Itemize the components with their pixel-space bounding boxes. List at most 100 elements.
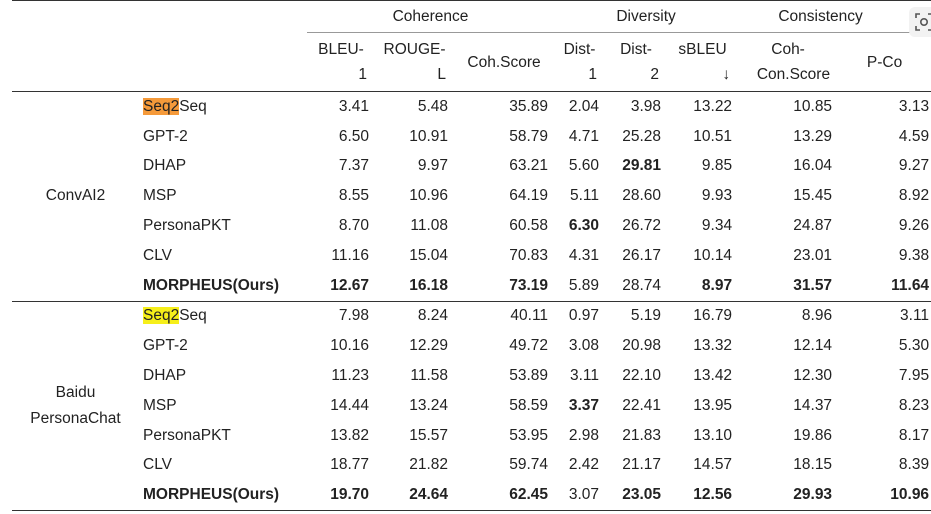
cell-dist-2: 22.10 xyxy=(622,367,662,385)
cell-coh-con-score: 23.01 xyxy=(793,246,833,264)
cell-bleu-1: 8.55 xyxy=(338,187,369,205)
dataset-label-line: PersonaChat xyxy=(30,409,121,427)
model-name-text: MSP xyxy=(143,187,177,205)
cell-rouge-l: 24.64 xyxy=(409,486,448,504)
header-column-row: BLEU- 1 ROUGE- L Coh.Score Dist- 1 Dist- 2 sBLEU ↓… xyxy=(12,33,931,92)
model-name: DHAP xyxy=(139,152,307,182)
group-consistency-label: Consistency xyxy=(778,7,863,25)
cell-sbleu: 14.57 xyxy=(693,456,733,474)
cell-coh-con-score: 16.04 xyxy=(793,157,833,175)
cell-coh-score: 49.72 xyxy=(509,337,549,355)
cell-coh-score: 58.59 xyxy=(509,396,549,414)
column-header-dist-1: Dist- 1 xyxy=(554,33,605,92)
cell-rouge-l: 15.04 xyxy=(409,246,448,264)
header-group-row: Coherence Diversity Consistency xyxy=(12,0,931,33)
cell-dist-2: 26.72 xyxy=(622,217,662,235)
cell-sbleu: 13.95 xyxy=(693,396,733,414)
cell-sbleu: 9.85 xyxy=(701,157,733,175)
model-name-text: GPT-2 xyxy=(143,337,188,355)
highlighted-text: Seq2 xyxy=(143,97,180,115)
table-row: ConvAI2 Seq2Seq 3.41 5.48 35.89 2.04 3.98 13.22… xyxy=(12,91,931,204)
table-row: CLV 18.77 21.82 59.74 2.42 21.17 14.57 18.15 8.3… xyxy=(12,451,931,481)
cell-p-co: 8.23 xyxy=(898,396,930,414)
dataset-label: ConvAI2 xyxy=(12,92,139,302)
cell-dist-2: 22.41 xyxy=(622,396,662,414)
column-header-line: 1 xyxy=(588,66,598,83)
column-header-dist-2: Dist- 2 xyxy=(605,33,667,92)
model-name: GPT-2 xyxy=(139,122,307,152)
cell-coh-con-score: 12.14 xyxy=(793,337,833,355)
model-name-text: PersonaPKT xyxy=(143,426,231,444)
column-header-line: ↓ xyxy=(722,66,731,83)
cell-p-co: 11.64 xyxy=(891,276,930,294)
cell-coh-score: 53.89 xyxy=(509,367,549,385)
model-name-text: MORPHEUS(Ours) xyxy=(143,486,280,504)
cell-bleu-1: 12.67 xyxy=(330,276,369,294)
cell-sbleu: 10.14 xyxy=(693,246,733,264)
cell-coh-con-score: 18.15 xyxy=(793,456,833,474)
cell-bleu-1: 11.23 xyxy=(331,367,369,385)
cell-sbleu: 12.56 xyxy=(693,486,733,504)
cell-coh-con-score: 15.45 xyxy=(793,187,833,205)
model-name: PersonaPKT xyxy=(139,421,307,451)
cell-dist-1: 5.60 xyxy=(568,157,600,175)
dataset-label-line: ConvAI2 xyxy=(45,187,106,205)
cell-rouge-l: 8.24 xyxy=(417,307,448,325)
cell-coh-score: 70.83 xyxy=(509,246,549,264)
column-header-line: Dist- xyxy=(563,41,596,58)
cell-rouge-l: 11.58 xyxy=(410,367,448,385)
column-header-line: Con.Score xyxy=(756,66,831,83)
cell-p-co: 3.11 xyxy=(900,307,930,325)
table-row: CLV 11.16 15.04 70.83 4.31 26.17 10.14 23.01 9.3… xyxy=(12,241,931,271)
cell-sbleu: 13.42 xyxy=(693,367,733,385)
cell-dist-2: 28.74 xyxy=(622,276,662,294)
model-name: DHAP xyxy=(139,361,307,391)
cell-sbleu: 8.97 xyxy=(701,276,733,294)
model-name-text: DHAP xyxy=(143,367,187,385)
column-header-line: Coh.Score xyxy=(467,53,541,71)
column-header-line: BLEU- xyxy=(318,41,364,58)
cell-bleu-1: 6.50 xyxy=(338,127,369,145)
cell-coh-con-score: 8.96 xyxy=(801,307,833,325)
results-table: Coherence Diversity Consistency BLEU- 1 RO… xyxy=(12,0,931,511)
column-header-coh-score: Coh.Score xyxy=(454,33,554,92)
cell-p-co: 9.26 xyxy=(898,217,930,235)
cell-rouge-l: 9.97 xyxy=(417,157,448,175)
group-diversity: Diversity xyxy=(554,0,739,33)
cell-coh-score: 64.19 xyxy=(509,187,549,205)
model-name: MORPHEUS(Ours) xyxy=(139,480,307,510)
cell-coh-con-score: 31.57 xyxy=(793,276,833,294)
header-blank xyxy=(12,33,139,92)
cell-dist-1: 3.11 xyxy=(570,367,600,385)
header-blank xyxy=(139,33,307,92)
cell-dist-1: 5.11 xyxy=(570,187,600,205)
column-header-line: 2 xyxy=(650,66,660,83)
cell-dist-2: 3.98 xyxy=(630,97,662,115)
cell-dist-2: 21.17 xyxy=(622,456,662,474)
model-name-text: MSP xyxy=(143,396,177,414)
model-name-text: Seq xyxy=(179,97,207,115)
column-header-line: ROUGE- xyxy=(383,41,446,58)
cell-coh-score: 60.58 xyxy=(509,217,549,235)
cell-dist-1: 3.08 xyxy=(568,337,600,355)
cell-p-co: 9.38 xyxy=(898,246,930,264)
cell-bleu-1: 11.16 xyxy=(331,246,369,264)
column-header-line: L xyxy=(437,66,446,83)
cell-dist-2: 5.19 xyxy=(630,307,662,325)
cell-coh-con-score: 12.30 xyxy=(793,367,833,385)
cell-rouge-l: 5.48 xyxy=(417,97,448,115)
cell-bleu-1: 8.70 xyxy=(338,217,369,235)
cell-p-co: 5.30 xyxy=(898,337,930,355)
cell-rouge-l: 11.08 xyxy=(410,217,448,235)
column-header-sbleu: sBLEU ↓ xyxy=(667,33,738,92)
cell-dist-2: 25.28 xyxy=(622,127,662,145)
results-table-container: Coherence Diversity Consistency BLEU- 1 RO… xyxy=(12,0,931,514)
cell-dist-2: 29.81 xyxy=(622,157,662,175)
model-name: MORPHEUS(Ours) xyxy=(139,271,307,301)
visual-search-icon[interactable] xyxy=(909,7,931,37)
cell-coh-con-score: 10.85 xyxy=(793,97,833,115)
cell-p-co: 3.13 xyxy=(898,97,930,115)
column-header-rouge-l: ROUGE- L xyxy=(375,33,454,92)
table-row: GPT-2 10.16 12.29 49.72 3.08 20.98 13.32 12.14 5… xyxy=(12,331,931,361)
cell-coh-score: 53.95 xyxy=(509,426,549,444)
